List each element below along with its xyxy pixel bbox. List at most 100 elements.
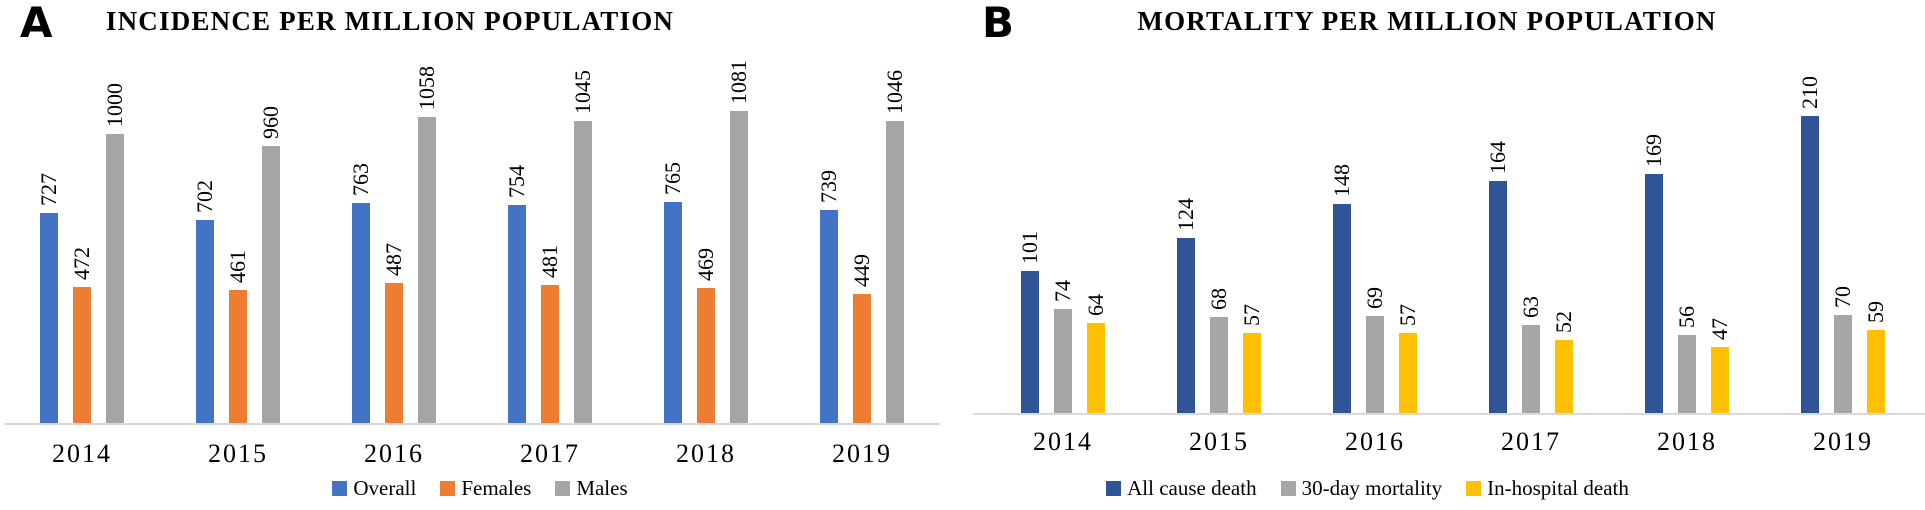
bar-males-2016 [418,117,436,424]
bar-males-2014 [106,134,124,424]
bar-all-cause-death-2016 [1333,203,1351,414]
bar-females-2015 [229,290,247,424]
bar-females-2018 [697,288,715,424]
bar-in-hospital-death-2016 [1399,333,1417,414]
bar-males-2019 [886,120,904,424]
bar-value-label: 765 [659,162,685,196]
bar-all-cause-death-2014 [1021,270,1039,414]
bar-value-label: 59 [1862,301,1888,324]
x-tick-label: 2014 [52,439,112,468]
legend-label: All cause death [1127,476,1257,500]
bar-value-label: 164 [1484,141,1510,175]
bar-in-hospital-death-2014 [1087,323,1105,414]
bar-males-2018 [730,110,748,424]
legend-label: Overall [353,476,417,500]
bar-value-label: 727 [35,173,61,207]
bar-value-label: 1081 [725,59,751,104]
bar-overall-2014 [40,213,58,424]
bar-all-cause-death-2019 [1801,115,1819,414]
legend-label: 30-day mortality [1301,476,1443,500]
bar-30-day-mortality-2014 [1054,308,1072,414]
bar-females-2016 [385,282,403,424]
bar-value-label: 702 [191,180,217,214]
x-tick-label: 2018 [676,439,736,468]
legend-swatch-icon [1280,481,1296,497]
bar-females-2014 [73,287,91,424]
bar-value-label: 210 [1796,75,1822,109]
legend-item-30-day-mortality: 30-day mortality [1280,476,1443,500]
bar-value-label: 148 [1328,163,1354,197]
bar-value-label: 69 [1361,287,1387,309]
bar-value-label: 461 [224,250,250,284]
bar-value-label: 1045 [569,70,595,114]
panel-a-x-axis-line [5,423,940,425]
bar-value-label: 469 [692,248,718,281]
x-tick-label: 2015 [208,439,268,468]
legend-item-all-cause-death: All cause death [1106,476,1257,500]
bar-value-label: 57 [1238,304,1264,327]
bar-value-label: 52 [1550,311,1576,334]
x-tick-label: 2016 [1345,427,1405,456]
bar-value-label: 481 [536,244,562,278]
bar-males-2017 [574,121,592,424]
x-tick-label: 2017 [1501,427,1561,456]
x-tick-label: 2015 [1189,427,1249,456]
legend-swatch-icon [440,481,456,497]
bar-value-label: 63 [1517,295,1543,318]
bar-all-cause-death-2015 [1177,237,1195,414]
bar-30-day-mortality-2015 [1210,317,1228,414]
bar-in-hospital-death-2015 [1243,333,1261,414]
bar-value-label: 57 [1394,304,1420,327]
x-tick-label: 2018 [1657,427,1717,456]
legend-item-females: Females [440,476,532,500]
legend-label: Males [576,476,628,500]
bar-value-label: 56 [1673,305,1699,328]
legend-label: Females [461,476,532,500]
panel-b-x-axis-line [973,413,1925,415]
x-tick-label: 2017 [520,439,580,468]
bar-females-2019 [853,293,871,424]
bar-30-day-mortality-2018 [1678,334,1696,414]
legend-swatch-icon [1106,481,1122,497]
bar-value-label: 101 [1016,230,1042,264]
bar-value-label: 739 [815,169,841,203]
bar-all-cause-death-2018 [1645,174,1663,414]
bar-30-day-mortality-2019 [1834,314,1852,414]
bar-value-label: 64 [1082,294,1108,317]
bar-all-cause-death-2017 [1489,181,1507,414]
bar-females-2017 [541,284,559,424]
bar-30-day-mortality-2017 [1522,324,1540,414]
bar-value-label: 763 [347,162,373,196]
bar-value-label: 1058 [413,66,439,111]
bar-value-label: 487 [380,242,406,276]
bar-value-label: 1046 [881,69,907,114]
panel-a-letter: A [20,0,53,47]
legend-swatch-icon [555,481,571,497]
bar-in-hospital-death-2017 [1555,340,1573,414]
x-tick-label: 2019 [832,439,892,468]
bar-value-label: 124 [1172,197,1198,231]
bar-overall-2018 [664,202,682,424]
bar-overall-2019 [820,209,838,424]
legend-swatch-icon [1466,481,1482,497]
bar-value-label: 70 [1829,285,1855,308]
panel-a-title: INCIDENCE PER MILLION POPULATION [105,6,675,36]
bar-in-hospital-death-2019 [1867,330,1885,414]
panel-a-legend: Overall Females Males [0,476,960,500]
bar-overall-2015 [196,220,214,424]
bar-value-label: 74 [1049,279,1075,302]
bar-in-hospital-death-2018 [1711,347,1729,414]
bar-overall-2017 [508,205,526,424]
legend-swatch-icon [332,481,348,497]
bar-value-label: 754 [503,165,529,199]
bar-value-label: 472 [68,247,94,281]
bar-value-label: 169 [1640,134,1666,167]
panel-b-title: MORTALITY PER MILLION POPULATION [1137,6,1717,36]
panel-b-letter: B [982,0,1015,47]
legend-item-overall: Overall [332,476,417,500]
x-tick-label: 2019 [1813,427,1873,456]
x-tick-label: 2016 [364,439,424,468]
legend-item-males: Males [555,476,628,500]
bar-value-label: 47 [1706,318,1732,341]
